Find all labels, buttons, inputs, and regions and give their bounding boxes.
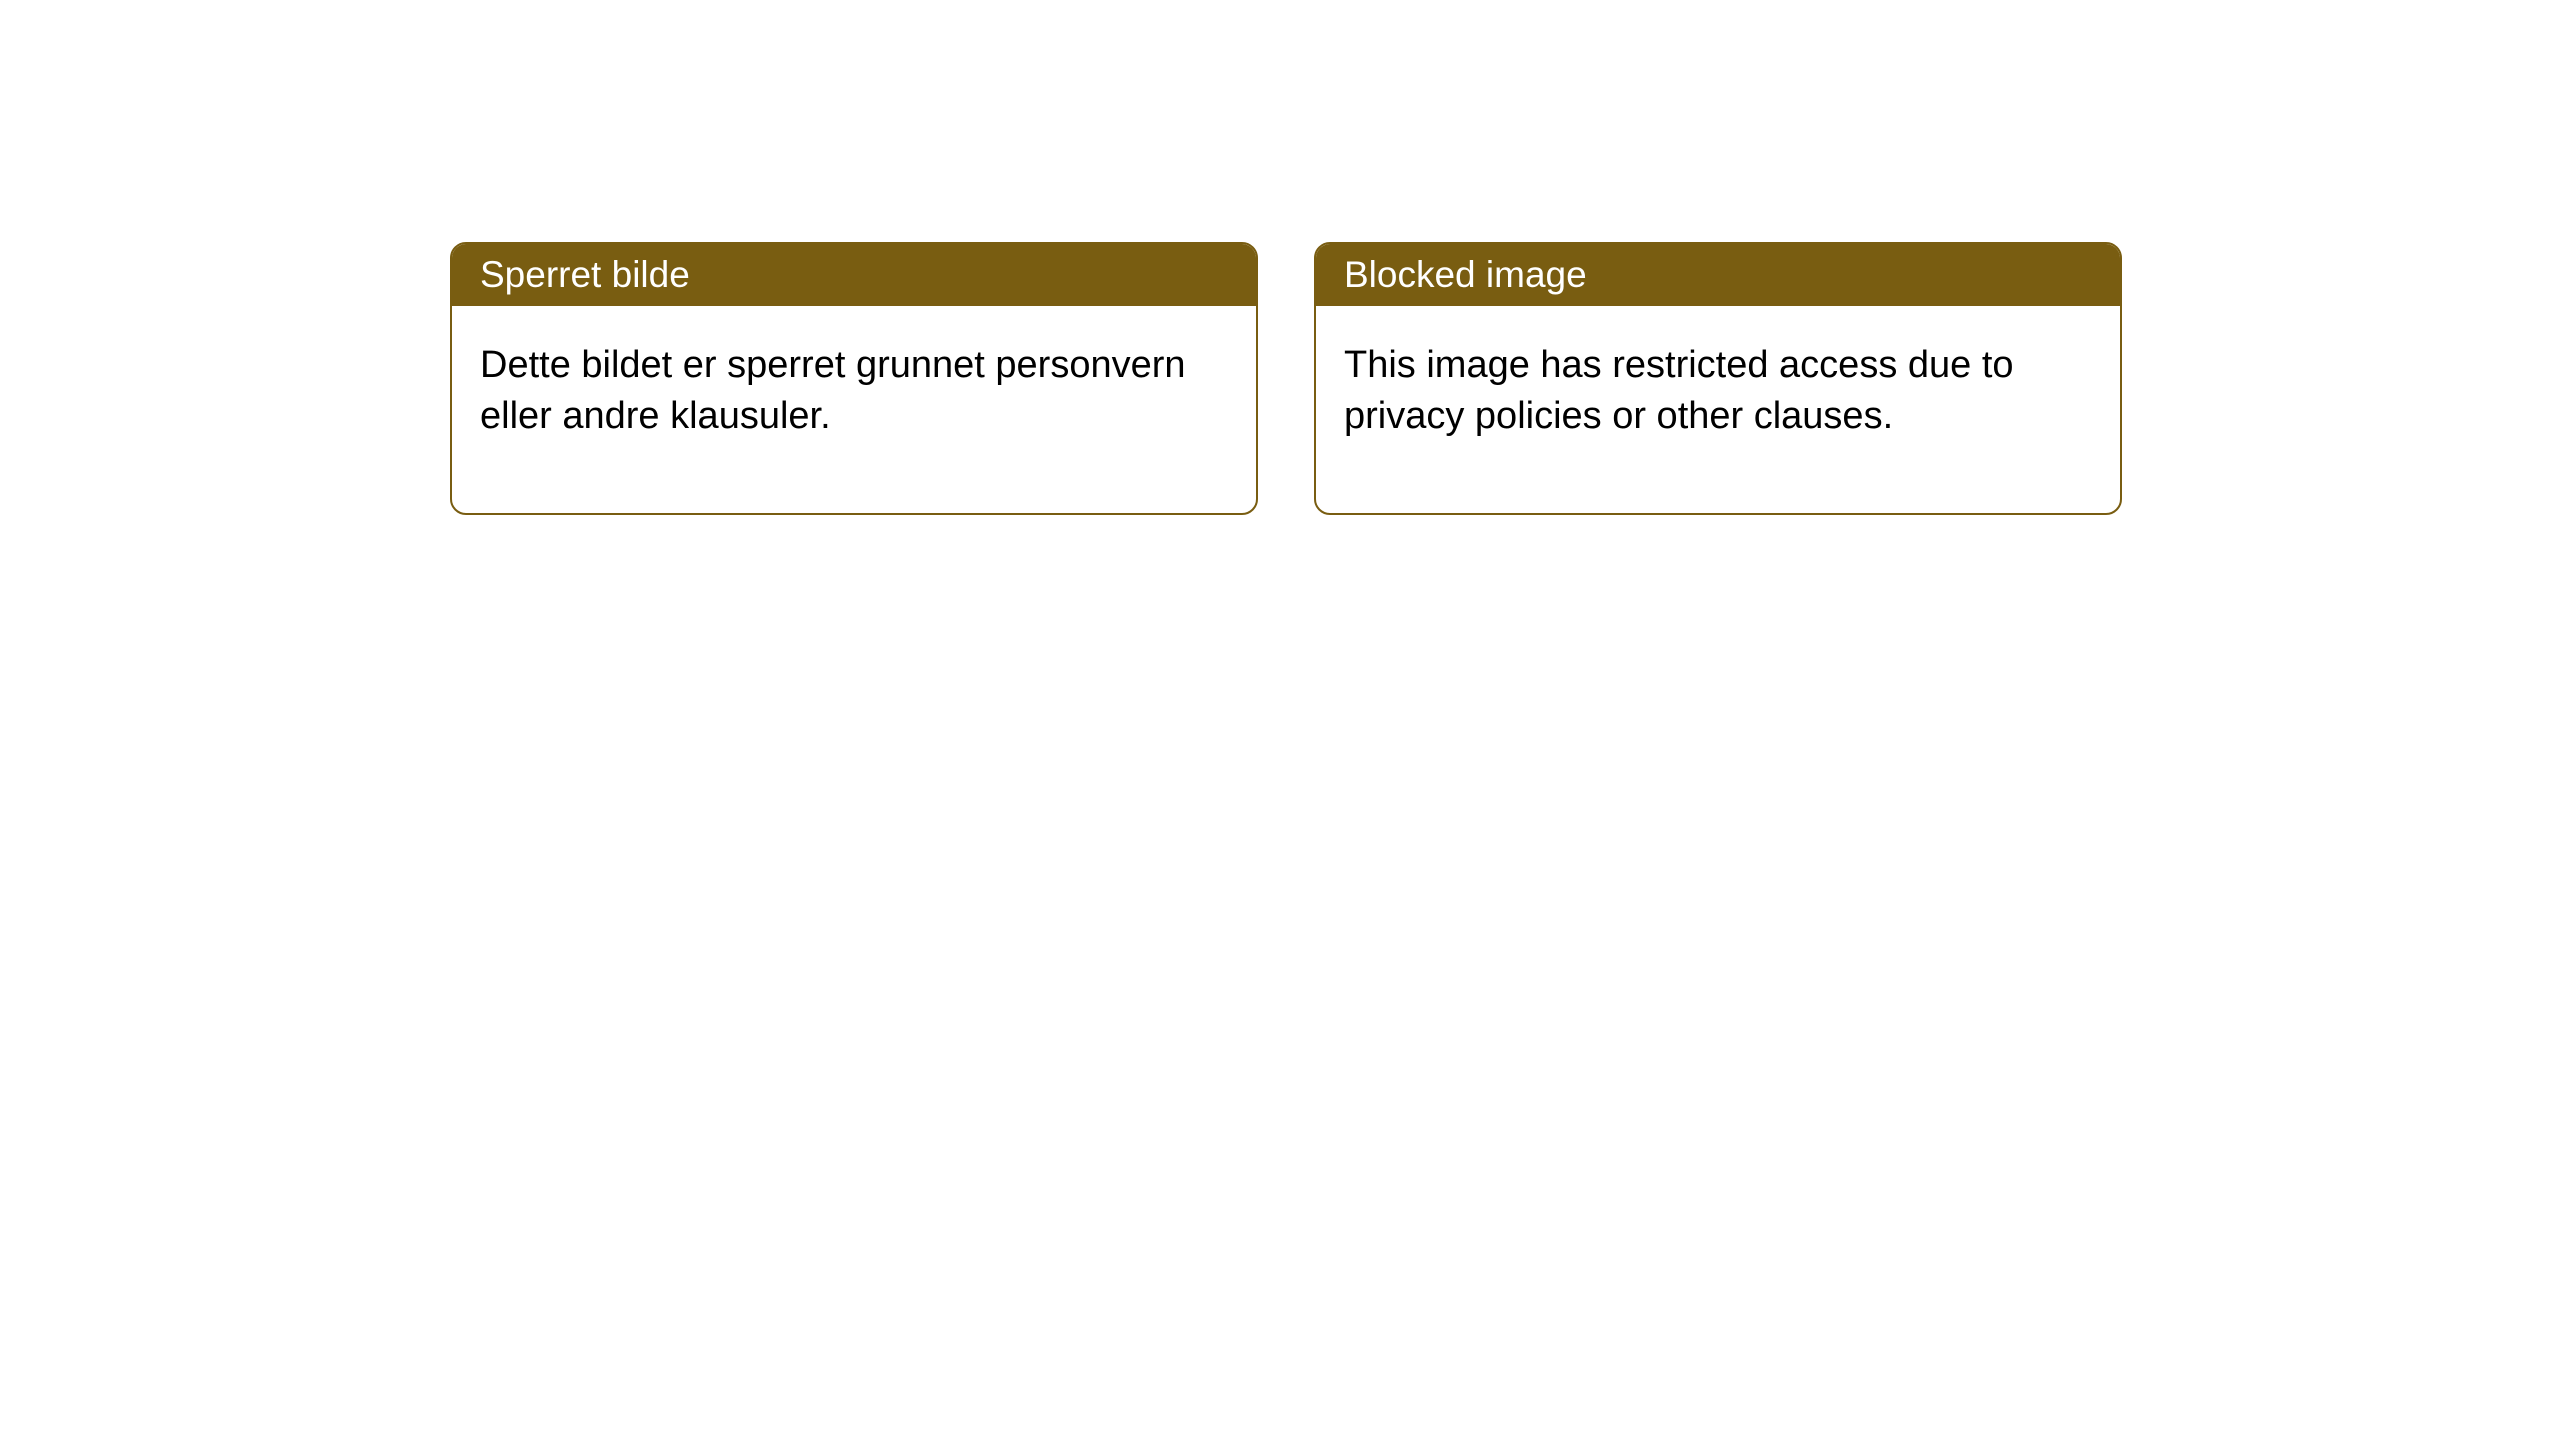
blocked-image-card-en: Blocked image This image has restricted … <box>1314 242 2122 515</box>
card-body: Dette bildet er sperret grunnet personve… <box>452 306 1256 513</box>
blocked-image-card-no: Sperret bilde Dette bildet er sperret gr… <box>450 242 1258 515</box>
card-container: Sperret bilde Dette bildet er sperret gr… <box>0 0 2560 515</box>
card-title: Sperret bilde <box>452 244 1256 306</box>
card-title: Blocked image <box>1316 244 2120 306</box>
card-body: This image has restricted access due to … <box>1316 306 2120 513</box>
